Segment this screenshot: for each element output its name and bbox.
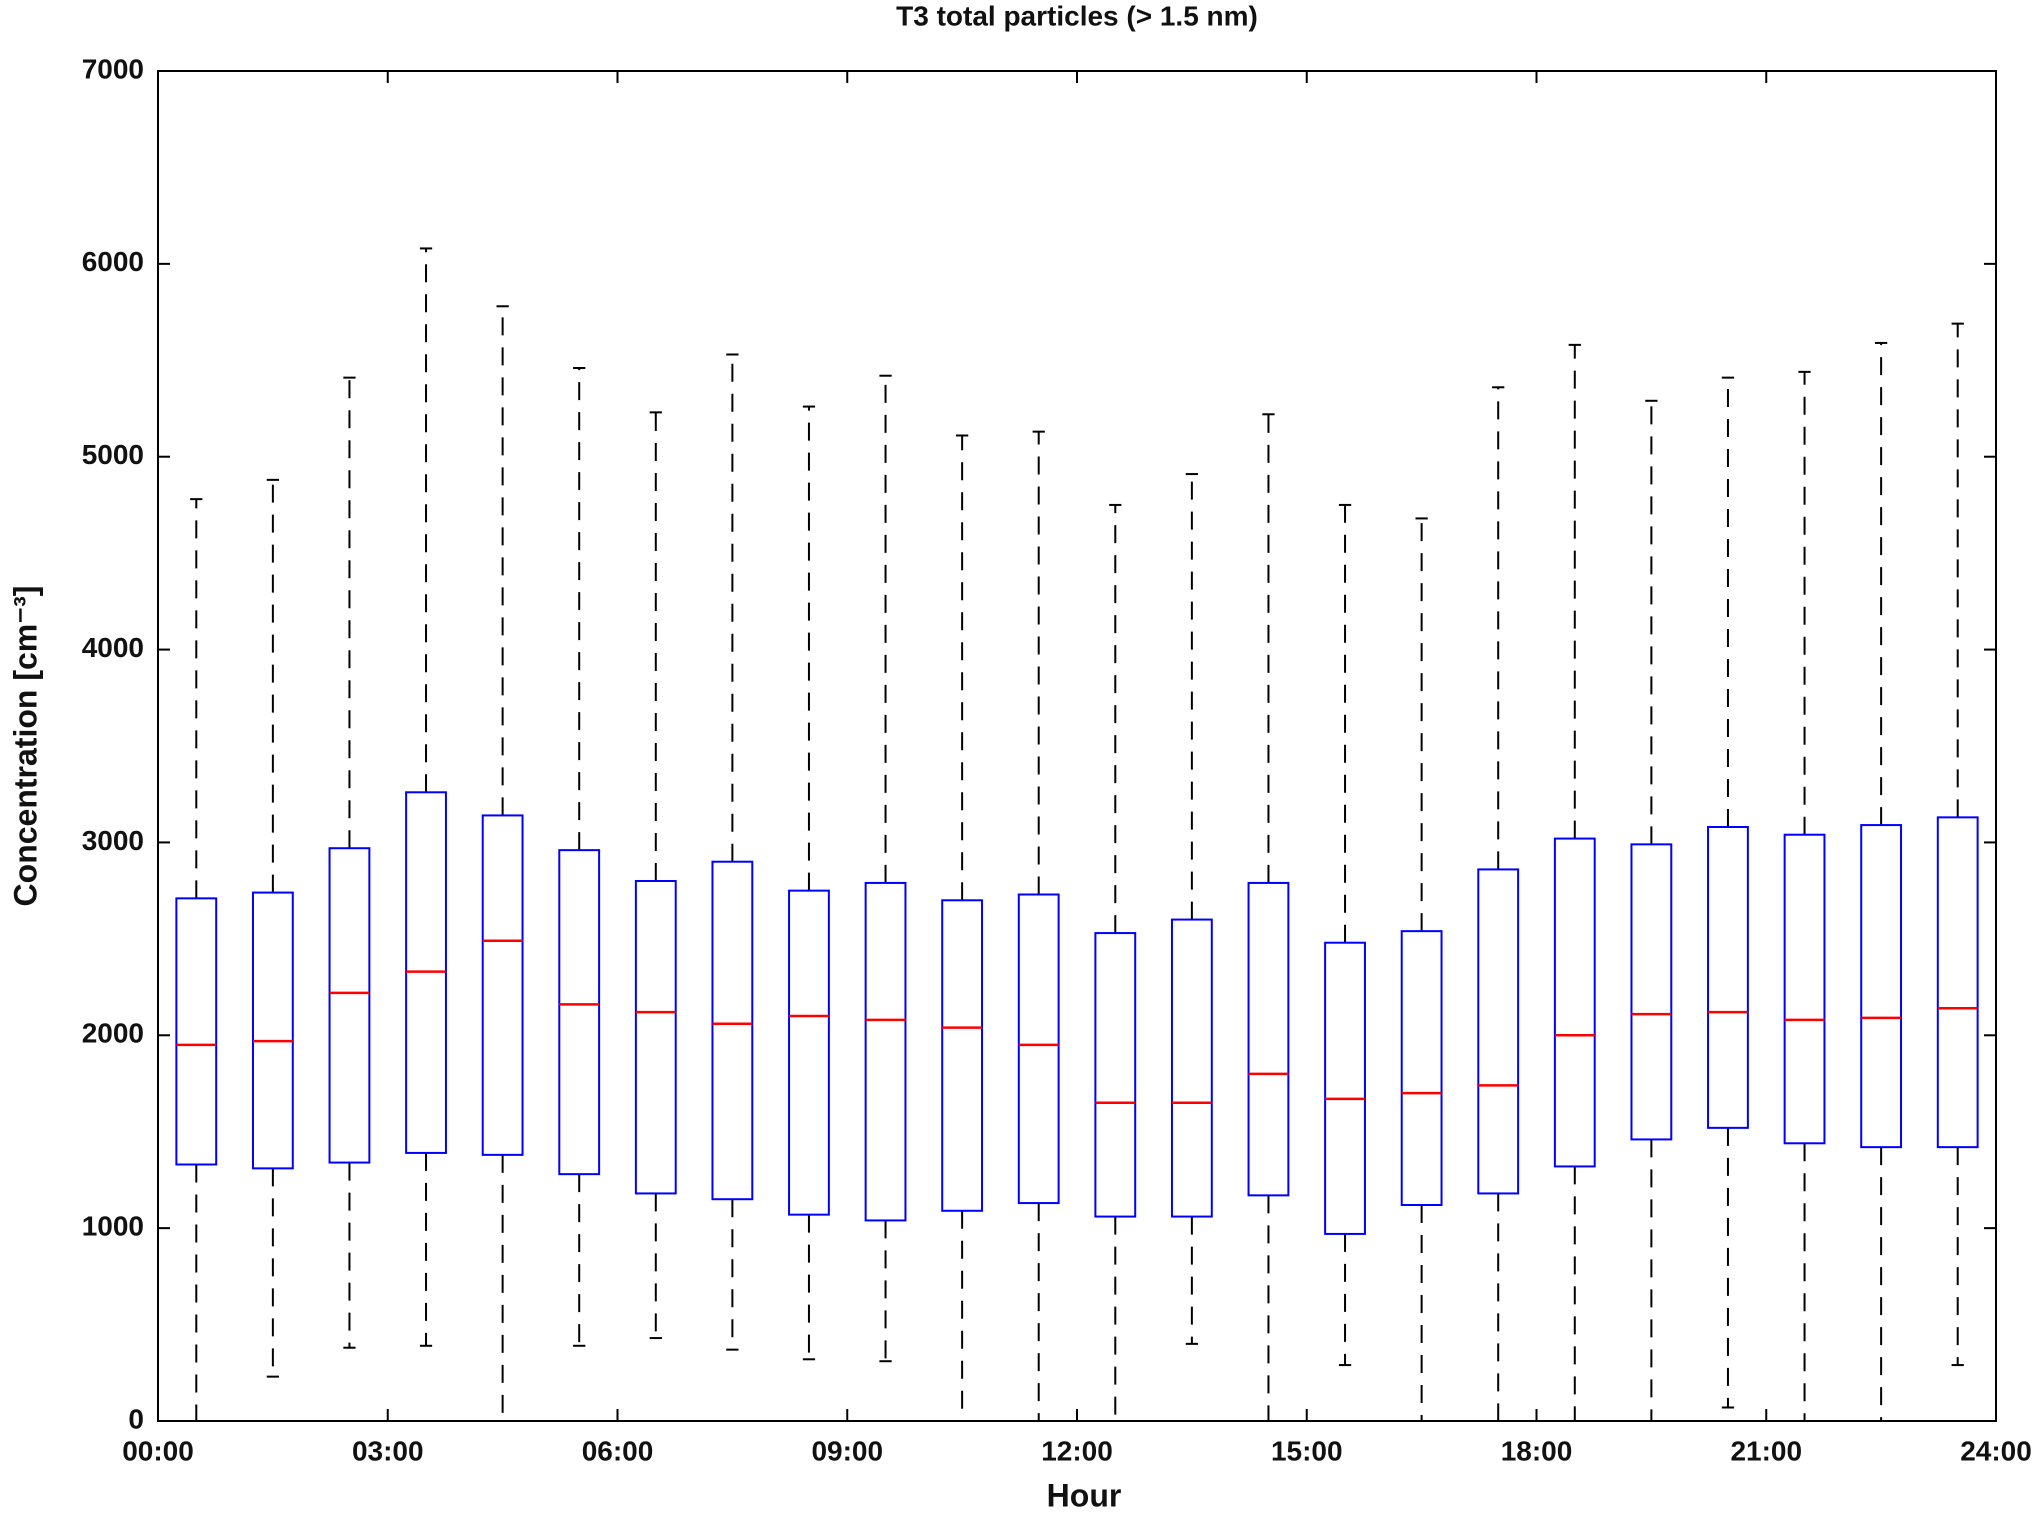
x-tick-label: 00:00 — [122, 1435, 194, 1466]
x-tick-label: 03:00 — [352, 1435, 424, 1466]
x-tick-label: 24:00 — [1960, 1435, 2032, 1466]
y-tick-label: 5000 — [82, 439, 144, 470]
y-axis-label: Concentration [cm⁻³] — [7, 586, 43, 907]
box — [1783, 833, 1826, 1145]
y-tick-label: 3000 — [82, 825, 144, 856]
box — [1860, 824, 1903, 1149]
box — [1553, 837, 1596, 1168]
box — [634, 880, 677, 1195]
x-tick-label: 12:00 — [1041, 1435, 1113, 1466]
box — [481, 814, 524, 1156]
box — [941, 899, 984, 1212]
x-tick-label: 09:00 — [811, 1435, 883, 1466]
box — [1400, 930, 1443, 1207]
box — [1094, 932, 1137, 1218]
box — [711, 860, 754, 1201]
box — [328, 847, 371, 1164]
x-tick-label: 21:00 — [1730, 1435, 1802, 1466]
box — [558, 849, 601, 1176]
box — [1324, 941, 1366, 1235]
y-tick-label: 0 — [128, 1403, 144, 1434]
box — [788, 889, 830, 1216]
x-axis-label: Hour — [1047, 1477, 1122, 1513]
x-tick-label: 06:00 — [582, 1435, 654, 1466]
x-tick-label: 15:00 — [1271, 1435, 1343, 1466]
chart-title: T3 total particles (> 1.5 nm) — [896, 0, 1258, 31]
box — [251, 891, 294, 1170]
y-tick-label: 1000 — [82, 1211, 144, 1242]
y-tick-label: 4000 — [82, 632, 144, 663]
box — [864, 881, 907, 1222]
box — [1477, 868, 1520, 1195]
box — [1170, 918, 1213, 1218]
box — [1630, 843, 1673, 1141]
x-tick-label: 18:00 — [1501, 1435, 1573, 1466]
y-tick-label: 6000 — [82, 246, 144, 277]
box — [1247, 881, 1290, 1197]
box — [1017, 893, 1060, 1205]
box — [1707, 826, 1749, 1129]
y-tick-label: 7000 — [82, 53, 144, 84]
y-tick-label: 2000 — [82, 1018, 144, 1049]
plot-frame — [157, 70, 1997, 1422]
box — [175, 897, 218, 1166]
box — [1936, 816, 1979, 1149]
